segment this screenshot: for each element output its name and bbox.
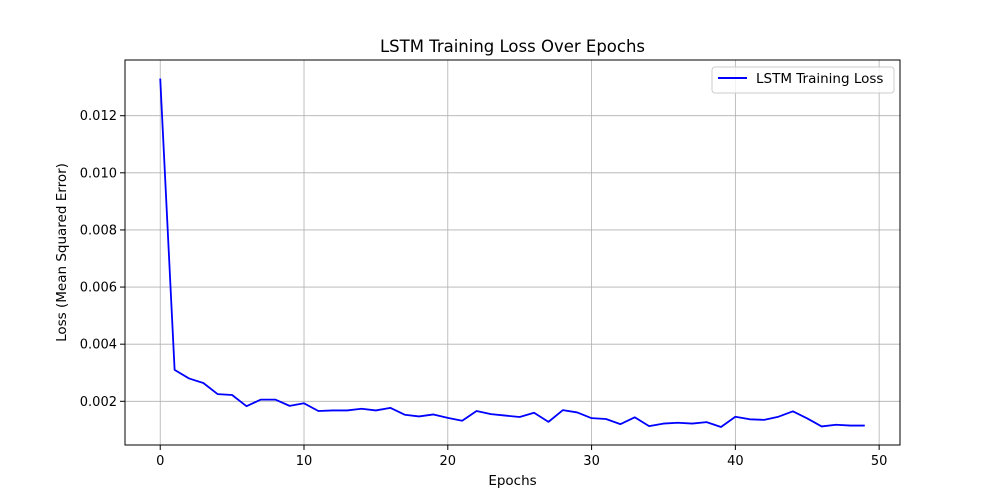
- legend: LSTM Training Loss: [711, 66, 895, 94]
- y-tick-label: 0.008: [80, 223, 117, 238]
- y-tick-label: 0.006: [80, 281, 117, 296]
- plot-frame: [124, 59, 901, 446]
- y-tick-label: 0.002: [80, 395, 117, 410]
- y-tick-label: 0.004: [80, 338, 117, 353]
- x-tick-label: 0: [156, 454, 164, 469]
- legend-entry-label: LSTM Training Loss: [756, 71, 883, 87]
- y-axis: 0.002 0.004 0.006 0.008 0.010 0.012: [80, 109, 125, 410]
- x-tick-label: 20: [440, 454, 457, 469]
- plot-area: [125, 60, 900, 445]
- y-tick-label: 0.012: [80, 109, 117, 124]
- x-tick-label: 50: [871, 454, 888, 469]
- series-line: [159, 78, 865, 428]
- grid-lines: [125, 60, 900, 445]
- x-axis-label: Epochs: [488, 473, 536, 489]
- y-tick-label: 0.010: [80, 166, 117, 181]
- y-axis-label: Loss (Mean Squared Error): [54, 163, 70, 342]
- series-layer: [159, 78, 865, 428]
- legend-box: [711, 66, 895, 94]
- x-axis: 0 10 20 30 40 50: [156, 445, 887, 469]
- x-tick-label: 40: [727, 454, 744, 469]
- x-tick-label: 30: [583, 454, 600, 469]
- x-tick-label: 10: [296, 454, 313, 469]
- chart-title: LSTM Training Loss Over Epochs: [380, 37, 645, 56]
